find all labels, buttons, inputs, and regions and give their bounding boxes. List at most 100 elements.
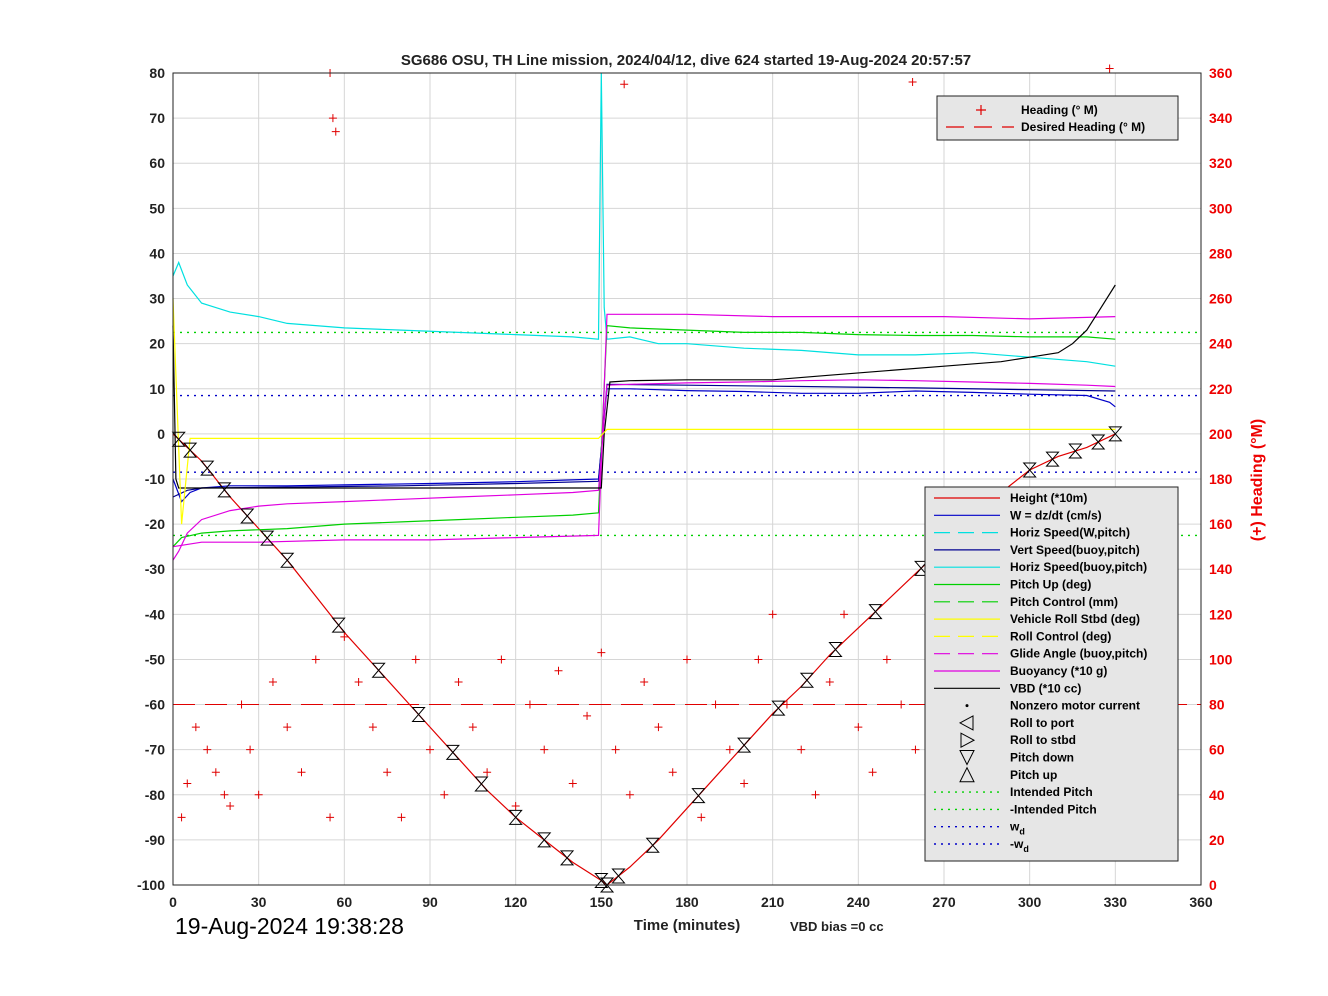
x-tick-label: 150 (590, 894, 614, 910)
heading-point (540, 745, 549, 754)
pitch-marker (594, 872, 609, 888)
heading-legend: Heading (° M) Desired Heading (° M) (936, 95, 1179, 141)
pitch-marker (200, 460, 215, 476)
pitch-marker (559, 850, 575, 866)
heading-point (683, 655, 691, 664)
legend-label: Roll to port (1010, 716, 1074, 730)
heading-point (268, 678, 277, 686)
x-tick-label: 30 (251, 894, 267, 910)
legend-label: Roll Control (deg) (1010, 629, 1111, 643)
heading-point (854, 723, 863, 732)
heading-legend-label: Heading (° M) (1021, 103, 1098, 117)
pitch-marker (217, 482, 232, 498)
legend-label-text: Pitch down (1010, 751, 1074, 765)
heading-point (254, 790, 263, 799)
heading-point (640, 678, 649, 686)
legend-label-text: W = dz/dt (cm/s) (1010, 508, 1102, 522)
heading-point (511, 802, 520, 811)
pitch-marker (537, 832, 552, 848)
heading-point (797, 745, 806, 754)
pitch-marker (183, 442, 198, 458)
legend-label-text: Roll to stbd (1010, 733, 1076, 747)
heading-point (654, 723, 663, 732)
heading-point (368, 723, 377, 732)
right-tick-label: 200 (1209, 426, 1233, 442)
legend-label: Pitch down (1010, 751, 1074, 765)
legend-label-text: Glide Angle (buoy,pitch) (1010, 647, 1147, 661)
heading-point (331, 127, 340, 136)
right-tick-label: 60 (1209, 742, 1225, 758)
pitch-marker (1091, 434, 1106, 450)
legend-label: wd (1009, 820, 1025, 837)
legend-label: VBD (*10 cc) (1010, 681, 1081, 695)
right-tick-label: 180 (1209, 471, 1233, 487)
series-line (172, 388, 1116, 503)
right-tick-label: 300 (1209, 200, 1233, 216)
legend-label-text: -Intended Pitch (1010, 802, 1097, 816)
right-tick-label: 80 (1209, 697, 1225, 713)
heading-point (740, 779, 749, 788)
right-tick-label: 40 (1209, 787, 1225, 803)
x-tick-label: 120 (504, 894, 528, 910)
heading-point (897, 700, 906, 709)
pitch-marker (1045, 451, 1060, 467)
pitch-marker (240, 508, 255, 524)
y-tick-label: 70 (149, 110, 165, 126)
legend-label: Intended Pitch (1010, 785, 1093, 799)
legend-label: Pitch Up (deg) (1010, 578, 1091, 592)
legend-label: Horiz Speed(buoy,pitch) (1010, 560, 1147, 574)
y-tick-label: -20 (145, 516, 165, 532)
legend-label-text: Vert Speed(buoy,pitch) (1010, 543, 1140, 557)
timestamp: 19-Aug-2024 19:38:28 (175, 913, 404, 939)
pitch-marker (799, 672, 815, 688)
right-tick-label: 340 (1209, 110, 1233, 126)
right-tick-label: 280 (1209, 245, 1233, 261)
y-tick-label: 10 (149, 381, 165, 397)
pitch-marker (611, 868, 626, 884)
heading-point (177, 813, 186, 822)
x-tick-label: 240 (847, 894, 871, 910)
heading-point (340, 632, 349, 641)
heading-point (782, 700, 791, 709)
pitch-marker (599, 877, 615, 893)
right-axis-label: (+) Heading (°M) (1249, 419, 1266, 541)
legend-label-text: -w (1010, 837, 1024, 851)
heading-point (326, 813, 335, 822)
legend-label: Buoyancy (*10 g) (1010, 664, 1107, 678)
legend-label: Pitch up (1010, 768, 1057, 782)
heading-point (911, 745, 920, 754)
right-tick-label: 140 (1209, 561, 1233, 577)
heading-point (554, 666, 563, 675)
legend-label-subscript: d (1019, 827, 1025, 837)
heading-point (203, 745, 212, 754)
heading-point (328, 114, 337, 123)
pitch-marker (1108, 426, 1123, 442)
y-tick-label: 20 (149, 336, 165, 352)
heading-point (383, 768, 392, 777)
legend-label-text: Height (*10m) (1010, 491, 1087, 505)
series-line (172, 284, 1116, 489)
pitch-marker (1068, 443, 1083, 459)
heading-point (226, 802, 235, 811)
pitch-marker (1022, 462, 1037, 478)
heading-point (183, 779, 192, 788)
heading-point (620, 80, 629, 89)
heading-point (868, 768, 877, 777)
legend-label-text: w (1009, 820, 1020, 834)
legend-label: Height (*10m) (1010, 491, 1087, 505)
y-tick-label: 40 (149, 245, 165, 261)
x-tick-label: 180 (675, 894, 699, 910)
legend-label-text: Horiz Speed(W,pitch) (1010, 526, 1130, 540)
heading-point (354, 678, 363, 686)
heading-point (668, 768, 677, 777)
legend-label: -Intended Pitch (1010, 802, 1097, 816)
y-tick-label: 0 (157, 426, 165, 442)
y-tick-label: -90 (145, 832, 165, 848)
series-line (172, 313, 1116, 548)
heading-point (754, 655, 763, 664)
series-line (172, 72, 1116, 367)
series-line (172, 298, 1116, 525)
right-axis-ticks: 3603403203002802602402202001801601401201… (1209, 65, 1233, 893)
pitch-marker (914, 560, 929, 576)
